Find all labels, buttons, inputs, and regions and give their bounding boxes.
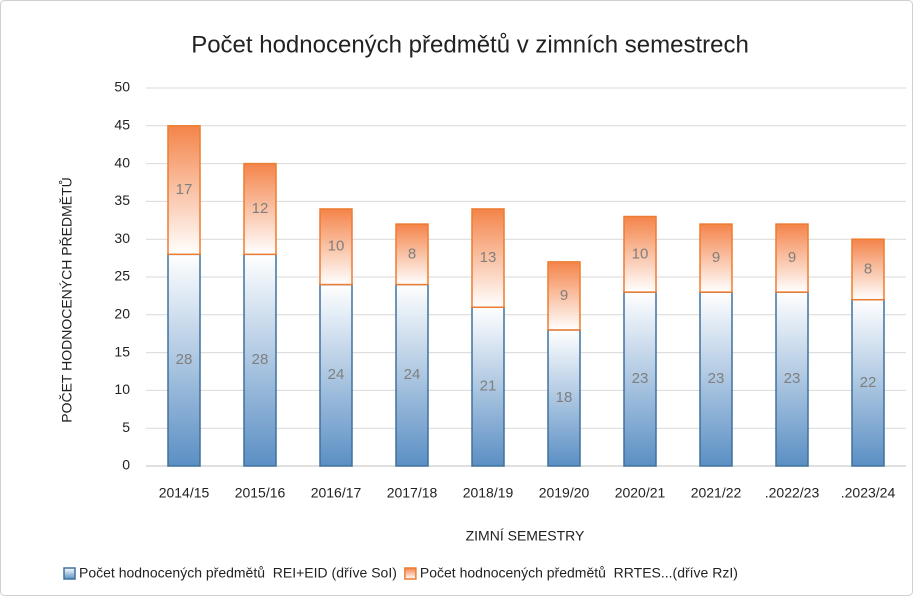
- data-label: 12: [252, 200, 269, 217]
- data-label: 22: [860, 374, 877, 391]
- data-label: 10: [632, 245, 649, 262]
- x-tick-label: 2014/15: [159, 485, 210, 501]
- y-tick-label: 0: [122, 457, 130, 473]
- bar-segment: [623, 291, 657, 467]
- bar-segment: [547, 329, 581, 467]
- x-tick-label: 2016/17: [311, 485, 362, 501]
- bar-segment: [395, 223, 429, 286]
- bar-segment: [775, 291, 809, 467]
- data-label: 13: [480, 249, 497, 266]
- x-tick-label: 2019/20: [539, 485, 590, 501]
- x-tick-label: .2023/24: [841, 485, 896, 501]
- bar-segment: [243, 253, 277, 467]
- x-tick-label: 2020/21: [615, 485, 666, 501]
- bar-segment: [851, 298, 885, 467]
- data-label: 9: [788, 249, 796, 266]
- x-tick-label: 2017/18: [387, 485, 438, 501]
- chart-title: Počet hodnocených předmětů v zimních sem…: [191, 31, 749, 58]
- bar-segment: [623, 215, 657, 293]
- data-label: 24: [328, 366, 345, 383]
- legend-label: Počet hodnocených předmětů REI+EID (dřív…: [79, 565, 397, 581]
- data-label: 21: [480, 378, 497, 395]
- x-tick-label: 2015/16: [235, 485, 286, 501]
- bar-segment: [699, 223, 733, 293]
- data-label: 28: [252, 351, 269, 368]
- bar-segment: [167, 125, 201, 256]
- bar-segment: [851, 238, 885, 301]
- bar-segment: [471, 208, 505, 308]
- y-tick-label: 40: [114, 154, 130, 170]
- data-label: 8: [864, 260, 872, 277]
- y-axis-label: POČET HODNOCENÝCH PŘEDMĚTŮ: [58, 177, 75, 423]
- bar-segment: [243, 162, 277, 256]
- x-tick-label: 2021/22: [691, 485, 742, 501]
- data-label: 9: [712, 249, 720, 266]
- x-tick-label: 2018/19: [463, 485, 514, 501]
- legend-swatch: [63, 567, 76, 580]
- x-axis-label: ZIMNÍ SEMESTRY: [466, 528, 585, 544]
- data-label: 28: [176, 351, 193, 368]
- bar-segment: [167, 253, 201, 467]
- bar-segment: [775, 223, 809, 293]
- data-label: 17: [176, 181, 193, 198]
- y-tick-label: 45: [114, 117, 130, 133]
- legend-swatch: [404, 567, 417, 580]
- data-label: 24: [404, 366, 421, 383]
- y-tick-label: 50: [114, 79, 130, 95]
- data-label: 8: [408, 245, 416, 262]
- data-label: 18: [556, 389, 573, 406]
- y-tick-label: 5: [122, 419, 130, 435]
- data-label: 10: [328, 238, 345, 255]
- bar-segment: [547, 261, 581, 331]
- y-tick-label: 20: [114, 306, 130, 322]
- bar-segment: [319, 208, 353, 286]
- bar-segment: [699, 291, 733, 467]
- x-tick-label: .2022/23: [765, 485, 820, 501]
- data-label: 23: [784, 370, 801, 387]
- data-label: 9: [560, 287, 568, 304]
- y-tick-label: 35: [114, 192, 130, 208]
- y-tick-label: 25: [114, 268, 130, 284]
- legend-label: Počet hodnocených předmětů RRTES...(dřív…: [420, 565, 738, 581]
- y-tick-label: 15: [114, 343, 130, 359]
- data-label: 23: [708, 370, 725, 387]
- data-label: 23: [632, 370, 649, 387]
- y-tick-label: 30: [114, 230, 130, 246]
- y-tick-label: 10: [114, 381, 130, 397]
- bar-segment: [319, 283, 353, 467]
